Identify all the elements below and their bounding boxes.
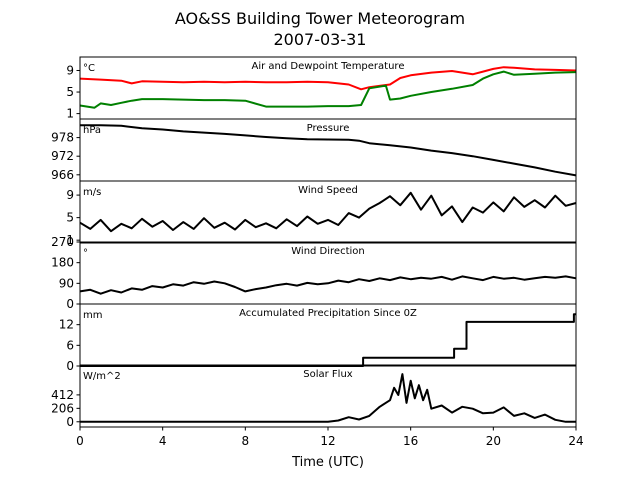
panel-2: 966 972 978 Pressure hPa [51,118,577,182]
panel-2-ytick-label: 966 [51,168,74,182]
chart-title: AO&SS Building Tower Meteorogram [175,9,465,28]
panel-3-ytick-label: 5 [66,211,74,225]
panel-2-title: Pressure [307,123,350,134]
x-tick-label: 12 [320,434,335,448]
panel-3: 1 5 9 Wind Speed m/s [66,180,577,247]
panel-5: 0 6 12 Accumulated Precipitation Since 0Z mm [59,303,577,373]
panel-5-frame [79,303,577,367]
panel-3-series-1-line [79,191,577,233]
x-tick-label: 8 [242,434,250,448]
panels: 159 Air and Dewpoint Temperature°C9669729… [51,56,577,429]
panel-4-ytick-label: 180 [51,256,74,270]
panel-3-frame [79,180,577,244]
panel-5-unit: mm [83,310,102,321]
panel-1-ytick-label: 9 [66,63,74,77]
panel-4-title: Wind Direction [291,246,365,257]
panel-5-title: Accumulated Precipitation Since 0Z [239,308,417,319]
panel-1-ytick-label: 1 [66,107,74,121]
panel-1-title: Air and Dewpoint Temperature [252,61,405,72]
panel-1-unit: °C [83,63,95,74]
panel-6-unit: W/m^2 [83,371,121,382]
panel-1-ytick-label: 5 [66,85,74,99]
panel-6-ytick-label: 0 [66,415,74,429]
panel-6-ytick-label: 206 [51,401,74,415]
x-tick-label: 4 [159,434,167,448]
panel-4-ytick-label: 270 [51,235,74,249]
panel-2-series-1-line [80,124,577,177]
panel-3-ytick-label: 9 [66,188,74,202]
panel-4: 0 90 180 270 Wind Direction ° [51,235,577,311]
panel-3-title: Wind Speed [298,185,358,196]
panel-2-ytick-label: 978 [51,131,74,145]
panel-5-series-1-line [80,313,576,367]
panel-1-series-1-line [79,66,577,91]
panel-4-unit: ° [83,248,88,259]
panel-4-ytick-label: 90 [59,276,74,290]
panel-3-unit: m/s [83,187,101,198]
panel-5-ytick-label: 6 [66,338,74,352]
panel-1-series-2-line [79,70,577,109]
x-axis-label: Time (UTC) [291,455,364,470]
panel-4-ytick-label: 0 [66,297,74,311]
x-axis: 0 4 8 12 16 20 24 [76,427,584,448]
x-tick-label: 20 [486,434,501,448]
panel-6-title: Solar Flux [303,369,353,380]
panel-2-unit: hPa [83,125,101,136]
chart-date: 2007-03-31 [274,30,367,49]
panel-3-ytick-label: 1 [66,233,74,247]
panel-2-ytick-label: 972 [51,149,74,163]
panel-6-ytick-label: 412 [51,388,74,402]
x-tick-label: 16 [403,434,418,448]
x-tick-label: 24 [568,434,583,448]
panel-5-ytick-label: 0 [66,359,74,373]
panel-4-series-1-line [79,275,577,295]
panel-5-ytick-label: 12 [59,318,74,332]
x-tick-label: 0 [76,434,84,448]
panel-6-series-1-line [80,373,576,423]
panel-1: 1 5 9 Air and Dewpoint Temperature °C [66,56,577,121]
